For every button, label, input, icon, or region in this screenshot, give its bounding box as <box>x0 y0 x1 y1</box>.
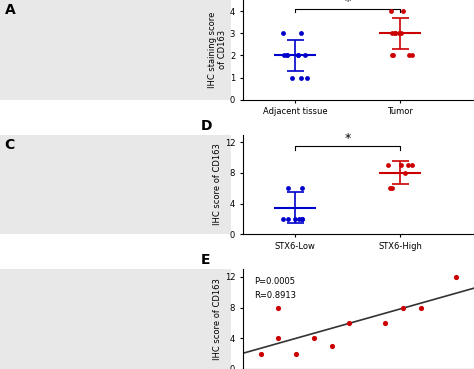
Point <box>303 75 310 80</box>
Point <box>328 343 336 349</box>
Point <box>283 52 291 58</box>
Point <box>294 52 301 58</box>
Point <box>281 52 288 58</box>
Point <box>404 162 412 168</box>
Point <box>288 75 296 80</box>
Point <box>401 170 409 176</box>
Text: E: E <box>201 253 210 267</box>
Point <box>298 216 305 222</box>
Point <box>284 185 292 191</box>
Point <box>408 162 416 168</box>
Point <box>381 320 389 326</box>
Point <box>405 52 412 58</box>
Point <box>386 185 394 191</box>
Point <box>395 30 402 36</box>
Point <box>409 52 416 58</box>
Text: A: A <box>5 3 15 17</box>
Point <box>274 305 282 311</box>
Point <box>292 351 300 356</box>
Point <box>417 305 424 311</box>
Point <box>280 216 287 222</box>
Point <box>397 162 404 168</box>
Point <box>295 216 302 222</box>
Text: C: C <box>5 138 15 152</box>
Point <box>384 162 392 168</box>
Text: D: D <box>201 119 213 132</box>
Point <box>301 52 309 58</box>
Point <box>392 30 399 36</box>
Point <box>298 216 306 222</box>
Text: P=0.0005: P=0.0005 <box>255 277 295 286</box>
Text: R=0.8913: R=0.8913 <box>255 291 296 300</box>
Text: *: * <box>345 0 351 8</box>
Point <box>389 52 397 58</box>
Point <box>280 30 287 36</box>
Point <box>310 335 318 341</box>
Point <box>283 52 291 58</box>
Point <box>392 30 399 36</box>
Text: *: * <box>345 132 351 145</box>
Point <box>346 320 353 326</box>
Point <box>298 185 306 191</box>
Point <box>397 30 405 36</box>
Point <box>388 8 395 14</box>
Y-axis label: IHC score of CD163: IHC score of CD163 <box>213 144 222 225</box>
Point <box>400 8 407 14</box>
Point <box>388 185 396 191</box>
Point <box>292 216 299 222</box>
Point <box>452 274 460 280</box>
Y-axis label: IHC staining score
of CD163: IHC staining score of CD163 <box>208 12 227 88</box>
Point <box>297 30 304 36</box>
Point <box>389 52 396 58</box>
Point <box>284 216 292 222</box>
Point <box>294 52 301 58</box>
Point <box>297 75 305 80</box>
Point <box>389 30 396 36</box>
Point <box>257 351 264 356</box>
Y-axis label: IHC score of CD163: IHC score of CD163 <box>213 278 222 360</box>
Point <box>274 335 282 341</box>
Point <box>399 305 407 311</box>
